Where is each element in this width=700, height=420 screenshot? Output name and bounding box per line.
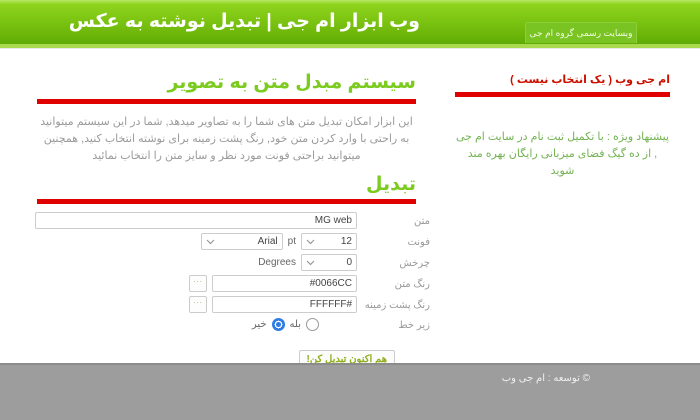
page-title: وب ابزار ام جی | تبدیل نوشته به عکس	[68, 11, 420, 32]
official-site-button[interactable]: وبسایت رسمی گروه ام جی	[525, 22, 637, 43]
header: وب ابزار ام جی | تبدیل نوشته به عکس وبسا…	[0, 0, 700, 44]
footer-credit: © توسعه : ام جی وب	[501, 373, 590, 384]
content-container: ام جی وب ( یک انتخاب نیست ) پیشنهاد ویژه…	[30, 49, 670, 384]
convert-red-divider	[37, 199, 416, 204]
font-family-select[interactable]: Arial	[200, 233, 283, 250]
chevron-down-icon	[206, 239, 215, 245]
underline-no-label: خیر	[251, 319, 267, 330]
text-color-picker-button[interactable]: ...	[189, 275, 207, 292]
convert-heading: تبدیل	[366, 174, 416, 195]
text-color-row: رنگ متن ...	[30, 275, 430, 292]
bg-color-picker-button[interactable]: ...	[189, 296, 207, 313]
columns: ام جی وب ( یک انتخاب نیست ) پیشنهاد ویژه…	[30, 49, 670, 369]
text-label: متن	[414, 215, 430, 227]
font-size-select[interactable]: 12	[301, 233, 357, 250]
rotation-select[interactable]: 0	[301, 254, 357, 271]
rotation-controls: 0 Degrees	[258, 254, 357, 271]
degrees-unit-label: Degrees	[258, 257, 296, 268]
underline-label: زیر خط	[398, 319, 430, 331]
sidebar-heading: ام جی وب ( یک انتخاب نیست )	[510, 74, 670, 86]
text-color-controls: ...	[189, 275, 357, 292]
font-controls: 12 pt Arial	[200, 233, 357, 250]
font-row: فونت 12 pt Arial	[30, 233, 430, 250]
rotation-value: 0	[346, 257, 352, 268]
font-size-value: 12	[340, 236, 352, 247]
rotation-label: چرخش	[399, 257, 430, 269]
footer-bar: © توسعه : ام جی وب	[0, 363, 700, 420]
font-label: فونت	[407, 236, 430, 248]
underline-row: زیر خط بله خیر	[30, 317, 430, 332]
chevron-down-icon	[306, 260, 315, 266]
text-input[interactable]	[35, 212, 357, 229]
underline-radio-group: بله خیر	[252, 318, 319, 331]
underline-yes-radio[interactable]	[306, 318, 319, 331]
underline-no-radio[interactable]	[271, 318, 285, 331]
text-controls	[35, 212, 357, 229]
text-row: متن	[30, 212, 430, 229]
bg-color-label: رنگ پشت زمینه	[364, 299, 430, 311]
sidebar-red-divider	[455, 92, 670, 97]
chevron-down-icon	[306, 239, 315, 245]
intro-paragraph: این ابزار امکان تبدیل متن های شما را به …	[40, 116, 413, 162]
text-color-input[interactable]	[212, 275, 357, 292]
bg-color-controls: ...	[189, 296, 357, 313]
sidebar-promo-text: پیشنهاد ویژه : با تکمیل ثبت نام در سایت …	[455, 131, 670, 177]
rotation-row: چرخش 0 Degrees	[30, 254, 430, 271]
convert-form: متن فونت 12 pt	[30, 212, 430, 369]
main-heading: سیستم مبدل متن به تصویر	[167, 72, 416, 93]
sidebar: ام جی وب ( یک انتخاب نیست ) پیشنهاد ویژه…	[455, 49, 670, 180]
font-family-value: Arial	[257, 236, 278, 247]
bg-color-input[interactable]	[212, 296, 357, 313]
bg-color-row: رنگ پشت زمینه ...	[30, 296, 430, 313]
underline-yes-label: بله	[289, 319, 301, 330]
header-bottom-strip	[0, 44, 700, 49]
text-color-label: رنگ متن	[394, 278, 430, 290]
underline-controls: بله خیر	[252, 318, 357, 331]
main-content: سیستم مبدل متن به تصویر این ابزار امکان …	[30, 49, 430, 369]
pt-unit-label: pt	[287, 236, 296, 247]
main-red-divider	[37, 99, 416, 104]
